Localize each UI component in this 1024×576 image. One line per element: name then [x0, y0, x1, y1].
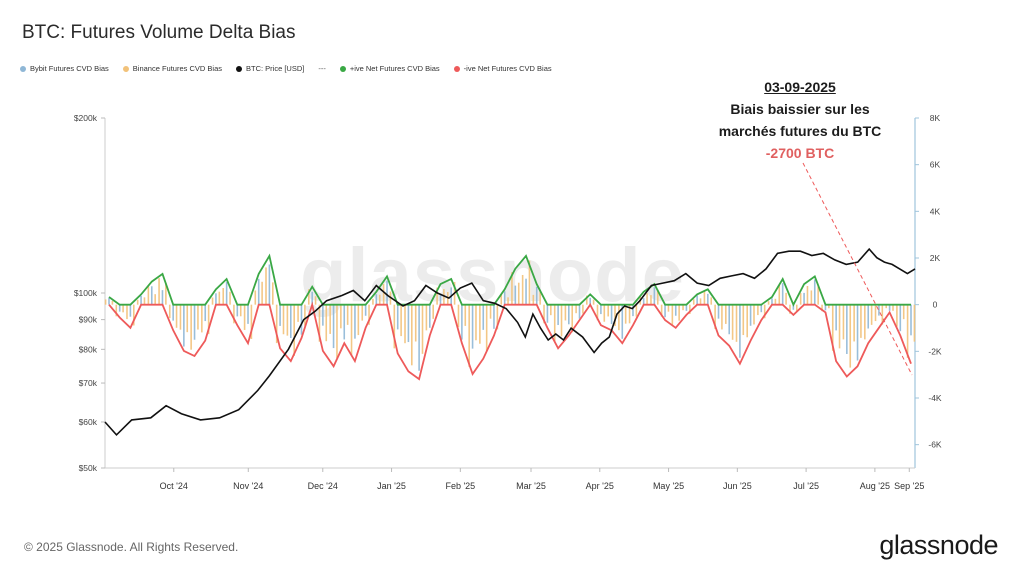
x-tick-label: Oct '24: [160, 481, 188, 491]
legend-separator: ---: [318, 64, 326, 73]
y-right-tick-label: -2K: [928, 346, 942, 356]
y-right-tick-label: -6K: [928, 440, 942, 450]
x-tick-label: Feb '25: [445, 481, 475, 491]
legend-label: +ive Net Futures CVD Bias: [349, 64, 440, 73]
legend-item-negative[interactable]: -ive Net Futures CVD Bias: [453, 64, 552, 73]
legend-dot-binance: [122, 65, 129, 72]
x-tick-label: Dec '24: [308, 481, 338, 491]
y-right-tick-label: -4K: [928, 393, 942, 403]
legend: Bybit Futures CVD Bias Binance Futures C…: [20, 64, 566, 73]
brand-logo: glassnode: [879, 530, 998, 560]
legend-label: Bybit Futures CVD Bias: [30, 64, 109, 73]
annotation-pointer: [802, 162, 913, 376]
legend-label: BTC: Price [USD]: [246, 64, 305, 73]
x-tick-label: Apr '25: [586, 481, 614, 491]
annotation-line2: marchés futures du BTC: [718, 123, 882, 139]
copyright: © 2025 Glassnode. All Rights Reserved.: [24, 540, 239, 554]
legend-dot-bybit: [20, 65, 26, 72]
annotation-line1: Biais baissier sur les: [730, 101, 870, 117]
x-tick-label: Mar '25: [516, 481, 546, 491]
x-tick-label: Jul '25: [793, 481, 819, 491]
x-tick-label: Nov '24: [233, 481, 263, 491]
y-left-tick-label: $70k: [79, 378, 98, 388]
legend-item-binance[interactable]: Binance Futures CVD Bias: [122, 64, 222, 73]
y-left-tick-label: $50k: [79, 463, 98, 473]
annotation-date: 03-09-2025: [764, 79, 836, 95]
y-left-tick-label: $80k: [79, 344, 98, 354]
y-right-tick-label: 6K: [930, 160, 941, 170]
legend-item-positive[interactable]: +ive Net Futures CVD Bias: [339, 64, 440, 73]
y-left-tick-label: $90k: [79, 315, 98, 325]
y-right-tick-label: 4K: [930, 206, 941, 216]
y-left-tick-label: $100k: [74, 288, 98, 298]
net-negative-line: [108, 301, 912, 381]
y-right-tick-label: 0: [933, 300, 938, 310]
y-left-tick-label: $200k: [74, 113, 98, 123]
x-tick-label: Sep '25: [894, 481, 924, 491]
annotation: 03-09-2025 Biais baissier sur les marché…: [700, 76, 900, 164]
legend-dot-negative: [453, 65, 460, 72]
legend-item-bybit[interactable]: Bybit Futures CVD Bias: [20, 64, 109, 73]
y-right-tick-label: 2K: [930, 253, 941, 263]
x-tick-label: Jan '25: [377, 481, 406, 491]
price-line: [104, 247, 916, 437]
page-title: BTC: Futures Volume Delta Bias: [22, 22, 296, 43]
x-tick-label: Aug '25: [860, 481, 890, 491]
legend-dot-price: [236, 65, 242, 72]
legend-dot-positive: [339, 65, 346, 72]
legend-label: -ive Net Futures CVD Bias: [463, 64, 552, 73]
y-left-tick-label: $60k: [79, 417, 98, 427]
annotation-value: -2700 BTC: [765, 145, 835, 161]
net-positive-line: [108, 253, 911, 307]
x-tick-label: Jun '25: [723, 481, 752, 491]
x-tick-label: May '25: [653, 481, 684, 491]
legend-item-price[interactable]: BTC: Price [USD]: [236, 64, 304, 73]
y-right-tick-label: 8K: [930, 113, 941, 123]
legend-label: Binance Futures CVD Bias: [132, 64, 222, 73]
